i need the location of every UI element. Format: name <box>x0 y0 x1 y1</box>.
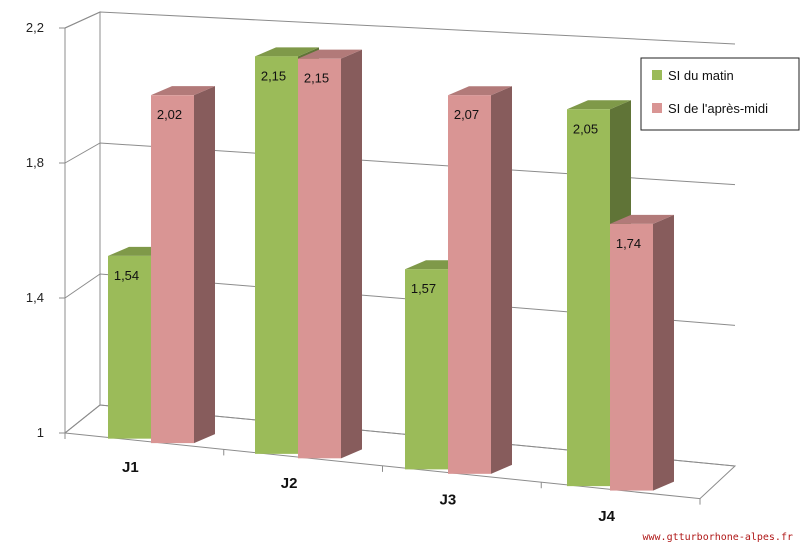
bar-front <box>298 58 341 459</box>
y-axis: 1 1,4 1,8 2,2 <box>26 20 65 440</box>
data-label: 2,15 <box>261 68 286 83</box>
bar-top <box>610 214 674 224</box>
bar-J2-apres-midi: 2,15 <box>298 49 362 459</box>
data-label: 1,74 <box>616 236 641 251</box>
bar-front <box>108 255 151 439</box>
y-tick-label: 1 <box>37 425 44 440</box>
legend: SI du matin SI de l'après-midi <box>640 57 800 131</box>
category-label: J2 <box>281 475 298 492</box>
y-tick-label: 2,2 <box>26 20 44 35</box>
bar-top <box>151 86 215 96</box>
bar-side <box>341 49 362 459</box>
bar-top <box>298 49 362 59</box>
legend-swatch-apres-midi <box>652 103 662 113</box>
data-label: 1,54 <box>114 268 139 283</box>
gridline <box>64 142 736 186</box>
data-label: 2,07 <box>454 107 479 122</box>
bar-side <box>194 86 215 444</box>
y-tick-label: 1,4 <box>26 290 44 305</box>
bar-side <box>491 86 512 474</box>
bar-top <box>567 100 631 110</box>
bar-J1-apres-midi: 2,02 <box>151 86 215 444</box>
watermark: www.gtturborhone-alpes.fr <box>642 532 793 543</box>
bar-front <box>255 56 298 454</box>
category-label: J1 <box>122 459 139 476</box>
left-wall <box>64 11 101 435</box>
category-label: J4 <box>598 508 615 525</box>
bar-J3-apres-midi: 2,07 <box>448 86 512 474</box>
gridline <box>64 273 736 326</box>
bar-front <box>405 269 448 470</box>
legend-label-matin: SI du matin <box>668 68 734 83</box>
data-label: 2,05 <box>573 121 598 136</box>
gridline <box>64 11 736 45</box>
data-label: 2,15 <box>304 71 329 86</box>
bar-top <box>255 47 319 57</box>
legend-label-apres-midi: SI de l'après-midi <box>668 101 768 116</box>
grid-layer <box>63 11 737 500</box>
legend-box <box>640 57 800 131</box>
y-tick-label: 1,8 <box>26 155 44 170</box>
bar-front <box>567 109 610 487</box>
legend-swatch-matin <box>652 70 662 80</box>
data-label: 2,02 <box>157 107 182 122</box>
bar-side <box>653 214 674 491</box>
bars-layer: 1,54 2,02 2,15 2,15 1,57 2,07 2,05 1,74 <box>108 47 674 491</box>
gridline <box>64 404 736 467</box>
bar-J4-apres-midi: 1,74 <box>610 214 674 491</box>
data-label: 1,57 <box>411 281 436 296</box>
bar-front <box>151 95 194 444</box>
category-label: J3 <box>440 492 457 509</box>
bar-top <box>448 86 512 96</box>
category-axis: J1 J2 J3 J4 <box>64 433 701 525</box>
bar-front <box>448 95 491 474</box>
bar-front <box>610 223 653 491</box>
